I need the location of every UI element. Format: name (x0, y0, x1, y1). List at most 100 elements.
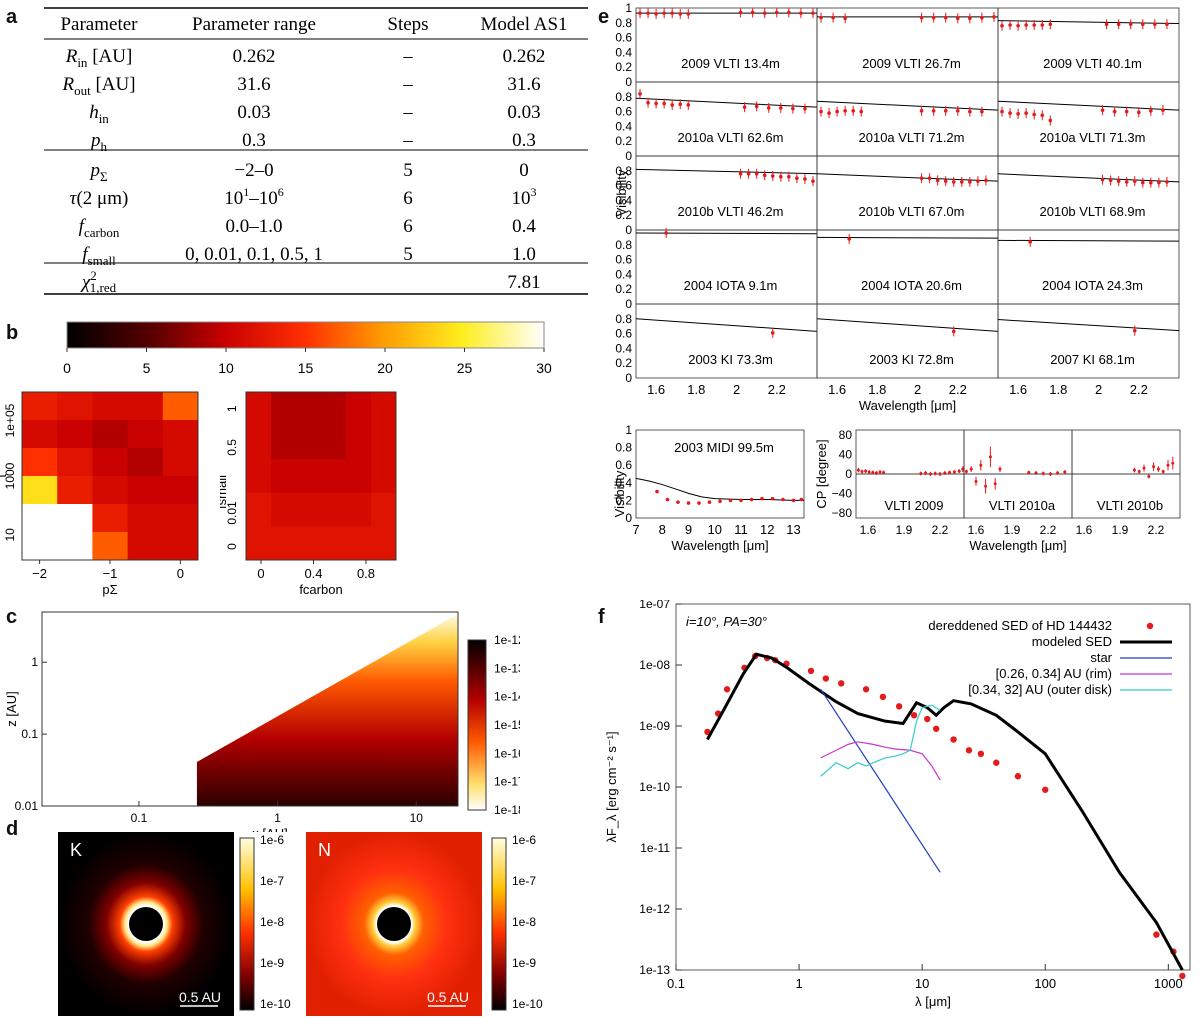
data-point (1142, 466, 1146, 470)
data-point (686, 501, 691, 505)
data-point (1141, 22, 1145, 27)
heatmap-cell (57, 420, 93, 449)
y-tick-label: 1e-11 (640, 841, 670, 855)
x-tick-label: −2 (32, 566, 47, 581)
table-steps-cell: 6 (403, 216, 413, 237)
heatmap-cell (371, 526, 397, 561)
data-point (1156, 467, 1160, 471)
colorbar-label: 1e-6 (512, 833, 536, 847)
param-base: τ (70, 188, 78, 209)
colorbar-tick-label: 20 (377, 360, 393, 376)
x-tick-label: 100 (1034, 976, 1056, 991)
y-tick-label: 1 (31, 655, 38, 669)
heatmap-cell (127, 532, 164, 561)
table-steps-cell: – (402, 102, 413, 123)
data-point (951, 180, 956, 184)
data-point (728, 498, 733, 503)
data-point (998, 467, 1002, 471)
data-point (799, 497, 804, 502)
data-point (974, 479, 978, 483)
model-line (635, 477, 804, 501)
table-param-cell: fsmall (82, 244, 116, 268)
x-axis-label: Wavelength [μm] (671, 538, 768, 553)
model-line (997, 173, 1180, 183)
x-tick-label: 0.8 (357, 566, 375, 581)
x-tick-label: 2.2 (949, 382, 967, 397)
x-tick-label: 0.1 (131, 811, 148, 825)
x-tick-label: 2.2 (1148, 523, 1165, 537)
x-tick-label: 2.2 (768, 382, 786, 397)
data-point (739, 498, 743, 503)
data-point (787, 10, 791, 15)
subpanel-label: 2004 IOTA 24.3m (1042, 278, 1143, 293)
table-range-cell: −2–0 (234, 160, 273, 181)
heatmap-tau-psigma: −2 −1 0 10 1000 1e+05 pΣ τ (0, 391, 199, 597)
x-tick-label: 1.6 (1009, 382, 1027, 397)
sed-data-point (910, 712, 918, 719)
y-tick-label: 1e+05 (3, 403, 17, 437)
heatmap-cell (296, 425, 322, 460)
y-tick-label: 0.6 (615, 179, 632, 193)
colorbar-label: 1e-10 (512, 997, 543, 1011)
inner-hole (129, 907, 163, 941)
data-point (791, 106, 795, 111)
y-tick-label: 0.2 (615, 134, 632, 148)
table-param-cell: fcarbon (79, 216, 120, 240)
data-point (969, 467, 973, 471)
table-header-cell: Model AS1 (480, 14, 567, 35)
midi-title: 2003 MIDI 99.5m (674, 440, 774, 455)
table-steps-cell: – (402, 74, 413, 95)
data-point (754, 171, 759, 176)
colorbar-label: 1e-9 (512, 956, 536, 970)
heatmap-cell (22, 392, 58, 421)
heatmap-cell (271, 526, 297, 561)
tau-range-b: –10 (248, 188, 278, 209)
data-point (1100, 108, 1105, 112)
sed-data-point (822, 675, 830, 682)
model-line (635, 97, 818, 108)
heatmap-cell (92, 476, 129, 505)
data-point (1147, 474, 1151, 478)
data-point (984, 484, 988, 488)
data-point (819, 109, 823, 114)
x-tick-label: 1.6 (860, 523, 877, 537)
table-param-cell: τ(2 μm) (70, 188, 129, 209)
sed-data-point (862, 686, 870, 693)
data-point (960, 180, 964, 184)
x-axis-label: λ [μm] (915, 994, 951, 1009)
table-range-cell: 0.3 (242, 130, 266, 151)
y-tick-label: 0.4 (615, 476, 632, 490)
data-point (799, 11, 803, 15)
param-sub: 1,red (90, 280, 117, 295)
colorbar-label: 1e-15 (494, 718, 520, 732)
data-point (762, 11, 767, 15)
x-tick-label: 2.2 (932, 523, 949, 537)
sed-data-point (838, 680, 845, 687)
inclination-annotation: i=10°, PA=30° (686, 614, 767, 629)
colorbar-label: 1e-7 (512, 874, 536, 888)
data-point (638, 92, 642, 96)
data-point (843, 16, 847, 21)
data-point (1028, 240, 1032, 244)
tau-range-asup: 1 (243, 185, 249, 199)
table-steps-cell: – (402, 46, 413, 67)
panel-label-c: c (6, 606, 18, 628)
heatmap-frame (245, 391, 397, 561)
table-steps-cell: – (402, 130, 413, 151)
x-tick-label: 0.1 (667, 976, 685, 991)
heatmap-fsmall-fcarbon: 0 0.4 0.8 0 0.01 0.5 1 fcarbon fsmall (220, 391, 397, 597)
table-range-cell: 0.0–1.0 (226, 216, 283, 237)
data-point (803, 106, 807, 111)
table-model-cell: 0 (519, 160, 529, 181)
inner-hole (377, 907, 411, 941)
data-point (931, 109, 936, 113)
y-tick-label: 1e-09 (639, 719, 670, 733)
data-point (1104, 22, 1109, 27)
data-point (646, 11, 650, 15)
data-point (670, 11, 674, 15)
x-tick-label: 10 (915, 976, 929, 991)
table-model-cell: 7.81 (507, 272, 540, 293)
data-point (927, 176, 932, 180)
data-point (874, 471, 878, 475)
heatmap-cell (57, 504, 93, 533)
